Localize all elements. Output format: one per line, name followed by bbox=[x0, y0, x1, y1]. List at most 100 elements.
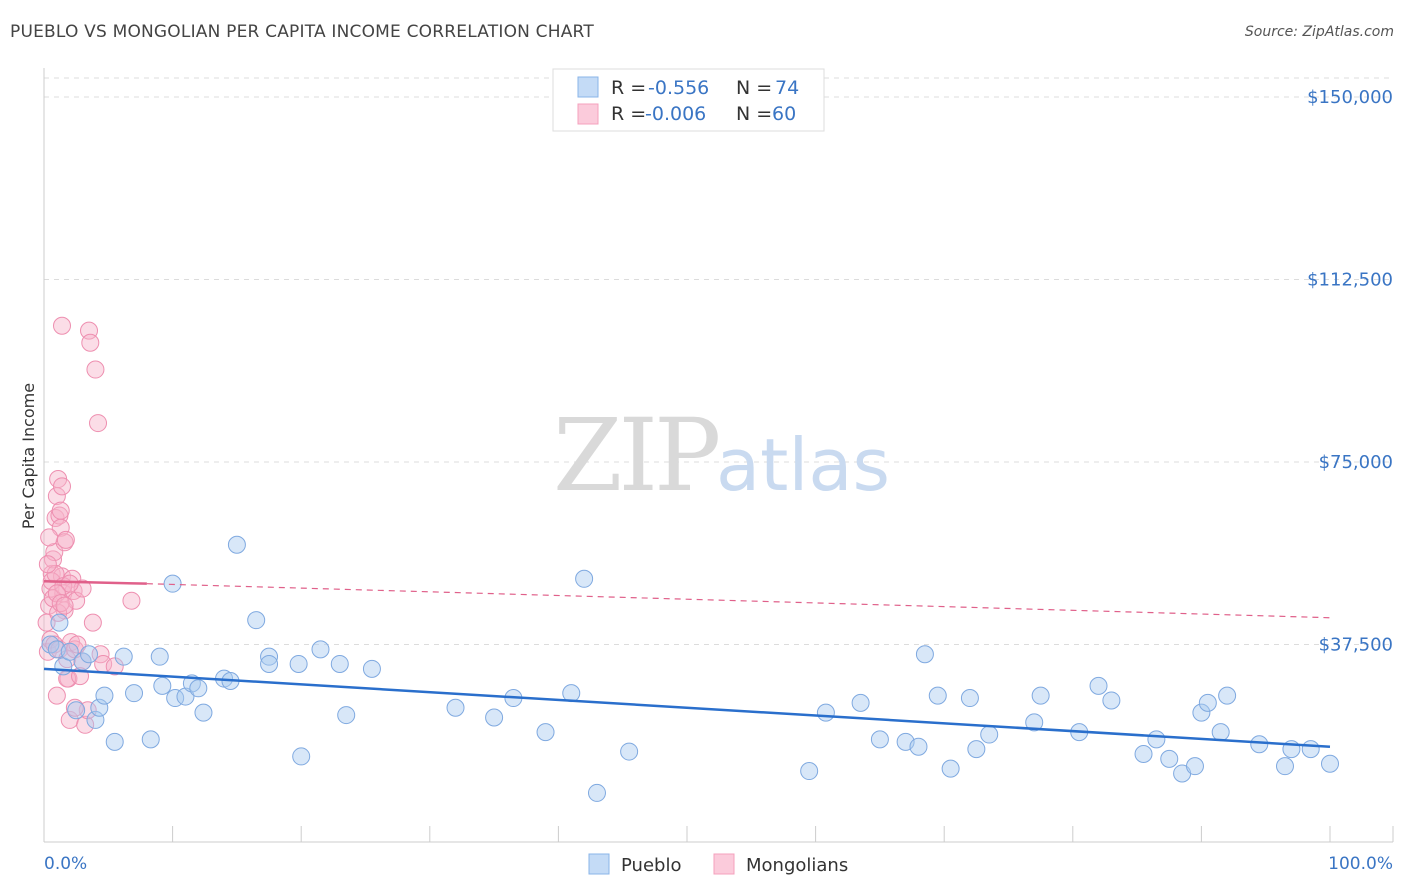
pueblo-point bbox=[50, 613, 69, 632]
mongolians-point bbox=[51, 501, 70, 520]
legend-r-value-pueblo: -0.556 bbox=[648, 77, 709, 99]
mongolians-point bbox=[37, 613, 56, 632]
bottom-legend-pueblo-label: Pueblo bbox=[621, 855, 681, 876]
pueblo-point bbox=[80, 645, 99, 664]
pueblo-point bbox=[980, 725, 999, 744]
pueblo-point bbox=[260, 647, 279, 666]
pueblo-point bbox=[587, 783, 606, 802]
pueblo-point bbox=[909, 737, 928, 756]
legend-pueblo-swatch bbox=[577, 76, 599, 98]
mongolians-point bbox=[47, 686, 66, 705]
pueblo-point bbox=[86, 710, 105, 729]
x-max-label: 100.0% bbox=[1328, 854, 1393, 874]
legend-mongolians-swatch bbox=[577, 103, 599, 125]
pueblo-point bbox=[189, 679, 208, 698]
pueblo-point bbox=[330, 654, 349, 673]
mongolians-point bbox=[56, 530, 75, 549]
legend-box: R = -0.556 N = 74 R = -0.006 N = 60 bbox=[552, 68, 825, 132]
legend-n-value-pueblo: 74 bbox=[775, 77, 799, 99]
pueblo-point bbox=[485, 708, 504, 727]
mongolians-point bbox=[83, 613, 102, 632]
axes bbox=[43, 68, 1394, 843]
chart-title: PUEBLO VS MONGOLIAN PER CAPITA INCOME CO… bbox=[10, 22, 594, 42]
pueblo-point bbox=[362, 659, 381, 678]
pueblo-point bbox=[60, 642, 79, 661]
pueblo-point bbox=[289, 654, 308, 673]
pueblo-point bbox=[575, 569, 594, 588]
pueblo-trend-line bbox=[43, 667, 1331, 748]
watermark-atlas: atlas bbox=[716, 423, 890, 507]
legend-n-label-2: N = bbox=[736, 103, 772, 125]
mongolians-point bbox=[122, 591, 141, 610]
pueblo-point bbox=[928, 686, 947, 705]
pueblo-point bbox=[967, 740, 986, 759]
pueblo-point bbox=[95, 686, 114, 705]
legend-r-label-1: R = bbox=[611, 77, 646, 99]
mongolians-point bbox=[105, 657, 124, 676]
pueblo-point bbox=[1160, 749, 1179, 768]
y-tick-label: $37,500 bbox=[1319, 635, 1393, 656]
pueblo-point bbox=[105, 732, 124, 751]
pueblo-point bbox=[260, 654, 279, 673]
pueblo-point bbox=[1218, 686, 1237, 705]
pueblo-point bbox=[1089, 676, 1108, 695]
pueblo-point bbox=[114, 647, 133, 666]
bottom-legend-pueblo-swatch bbox=[588, 853, 610, 875]
mongolians-trend-dashed bbox=[146, 583, 1331, 619]
mongolians-point bbox=[86, 360, 105, 379]
legend-n-label-1: N = bbox=[736, 77, 772, 99]
pueblo-point bbox=[125, 684, 144, 703]
mongolians-point bbox=[55, 596, 74, 615]
pueblo-point bbox=[1102, 691, 1121, 710]
x-min-label: 0.0% bbox=[44, 854, 87, 874]
mongolians-point bbox=[68, 635, 87, 654]
pueblo-point bbox=[141, 730, 160, 749]
pueblo-point bbox=[960, 689, 979, 708]
pueblo-point bbox=[1275, 757, 1294, 776]
pueblo-point bbox=[163, 574, 182, 593]
mongolians-point bbox=[76, 715, 95, 734]
mongolians-point bbox=[38, 555, 57, 574]
pueblo-point bbox=[851, 693, 870, 712]
pueblo-point bbox=[536, 723, 555, 742]
pueblo-point bbox=[800, 762, 819, 781]
pueblo-point bbox=[816, 703, 835, 722]
pueblo-point bbox=[1025, 713, 1044, 732]
legend-r-value-mongolians: -0.006 bbox=[645, 103, 706, 125]
bottom-legend: Pueblo Mongolians bbox=[588, 853, 848, 876]
pueblo-point bbox=[247, 611, 266, 630]
pueblo-point bbox=[915, 645, 934, 664]
trend-lines bbox=[43, 579, 1331, 748]
bottom-legend-mongolians-label: Mongolians bbox=[746, 855, 848, 876]
mongolians-point bbox=[89, 414, 108, 433]
mongolians-point bbox=[60, 574, 79, 593]
pueblo-point bbox=[90, 698, 109, 717]
pueblo-point bbox=[1031, 686, 1050, 705]
mongolians-point bbox=[53, 316, 72, 335]
pueblo-point bbox=[446, 698, 465, 717]
pueblo-point bbox=[1211, 723, 1230, 742]
legend-n-value-mongolians: 60 bbox=[772, 103, 796, 125]
legend-r-label-2: R = bbox=[611, 103, 646, 125]
pueblo-point bbox=[1147, 730, 1166, 749]
pueblo-point bbox=[194, 703, 213, 722]
pueblo-point bbox=[1250, 735, 1269, 754]
y-tick-labels: $150,000 $112,500 $75,000 $37,500 bbox=[1307, 87, 1393, 656]
watermark: ZIP atlas bbox=[553, 397, 890, 514]
pueblo-point bbox=[620, 742, 639, 761]
pueblo-point bbox=[67, 701, 86, 720]
pueblo-point bbox=[176, 687, 195, 706]
y-axis-title: Per Capita Income bbox=[19, 383, 38, 529]
pueblo-point bbox=[337, 706, 356, 725]
pueblo-point bbox=[1134, 745, 1153, 763]
pueblo-point bbox=[562, 684, 581, 703]
grid-lines bbox=[44, 77, 1393, 645]
y-tick-label: $150,000 bbox=[1307, 87, 1393, 108]
pueblo-point bbox=[153, 676, 172, 695]
bottom-legend-mongolians-swatch bbox=[713, 853, 735, 875]
pueblo-point bbox=[1185, 757, 1204, 776]
mongolians-point bbox=[53, 477, 72, 496]
mongolians-point bbox=[40, 528, 59, 547]
mongolians-point bbox=[44, 550, 63, 569]
